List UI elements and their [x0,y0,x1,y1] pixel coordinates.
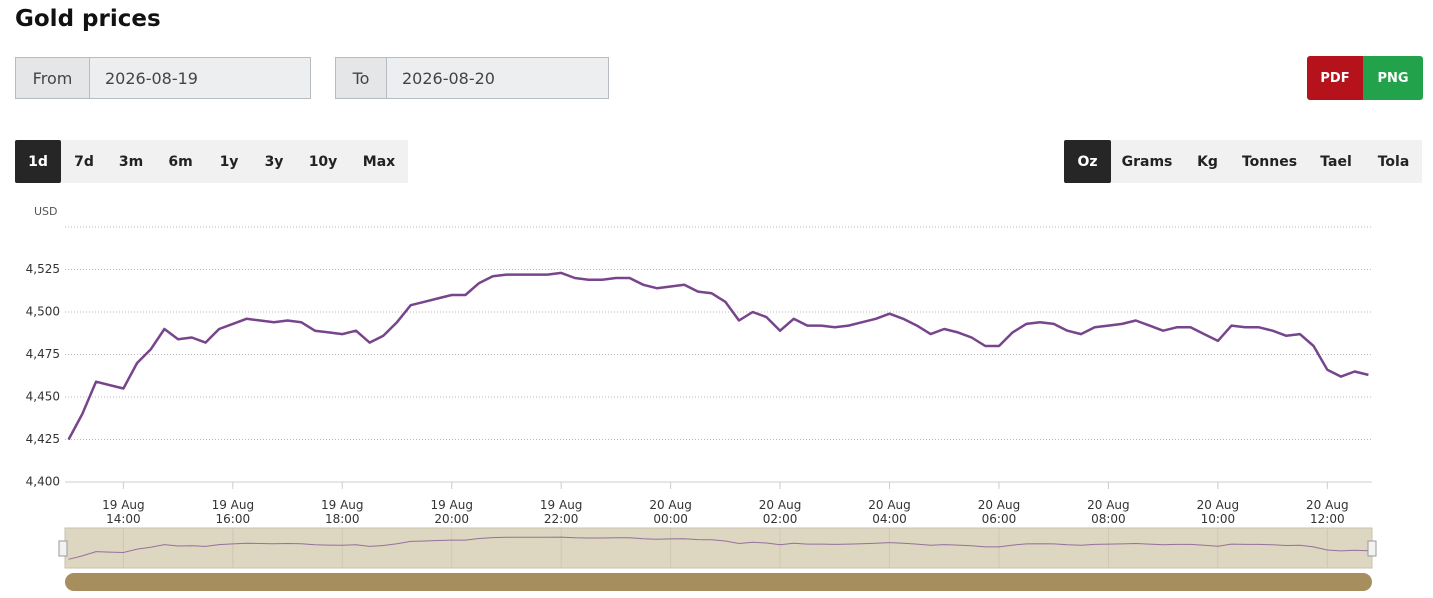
png-button[interactable]: PNG [1363,56,1423,100]
range-tab[interactable]: 1y [219,153,239,170]
y-tick-label: 4,525 [26,262,60,276]
x-tick-label: 20 Aug 10:00 [1197,498,1240,526]
unit-tab[interactable]: Tael [1320,153,1352,170]
x-tick-label: 20 Aug 00:00 [649,498,692,526]
y-tick-label: 4,400 [26,475,60,489]
page-title: Gold prices [15,6,161,32]
navigator [64,527,1373,569]
navigator-handle[interactable] [1367,540,1377,557]
unit-tab[interactable]: Tonnes [1241,153,1298,170]
x-tick-label: 20 Aug 08:00 [1087,498,1130,526]
x-tick-label: 20 Aug 06:00 [978,498,1021,526]
x-tick-label: 19 Aug 14:00 [102,498,145,526]
range-tab[interactable]: 10y [308,153,338,170]
to-input[interactable]: 2026-08-20 [387,58,608,98]
range-tab[interactable]: 1d [15,140,61,183]
from-label: From [16,58,90,98]
unit-tab[interactable]: Kg [1197,153,1218,170]
unit-tab[interactable]: Oz [1064,140,1111,183]
y-tick-label: 4,500 [26,305,60,319]
from-field[interactable]: From 2026-08-19 [15,57,311,99]
price-line [67,271,1369,441]
range-tab[interactable]: 7d [74,153,94,170]
navigator-handle[interactable] [58,540,68,557]
y-tick-label: 4,425 [26,432,60,446]
x-tick-label: 20 Aug 12:00 [1306,498,1349,526]
unit-tabs: Oz Grams Kg Tonnes Tael Tola [1064,140,1422,183]
y-axis-title: USD [34,205,58,218]
scrollbar[interactable] [65,573,1372,591]
range-tab[interactable]: 3y [264,153,284,170]
x-tick-label: 19 Aug 20:00 [430,498,473,526]
navigator-line [68,536,1369,560]
unit-tab[interactable]: Tola [1377,153,1410,170]
range-tab[interactable]: 3m [118,153,144,170]
to-field[interactable]: To 2026-08-20 [335,57,609,99]
y-tick-label: 4,450 [26,390,60,404]
y-tick-label: 4,475 [26,347,60,361]
x-tick-label: 19 Aug 16:00 [212,498,255,526]
to-label: To [336,58,387,98]
x-tick-label: 20 Aug 04:00 [868,498,911,526]
range-tab[interactable]: Max [362,153,396,170]
x-tick-label: 19 Aug 22:00 [540,498,583,526]
range-tab[interactable]: 6m [168,153,193,170]
unit-tab[interactable]: Grams [1121,153,1173,170]
x-tick-label: 20 Aug 02:00 [759,498,802,526]
x-tick-label: 19 Aug 18:00 [321,498,364,526]
pdf-button[interactable]: PDF [1307,56,1363,100]
range-tabs: 1d 7d 3m 6m 1y 3y 10y Max [15,140,408,183]
from-input[interactable]: 2026-08-19 [90,58,310,98]
